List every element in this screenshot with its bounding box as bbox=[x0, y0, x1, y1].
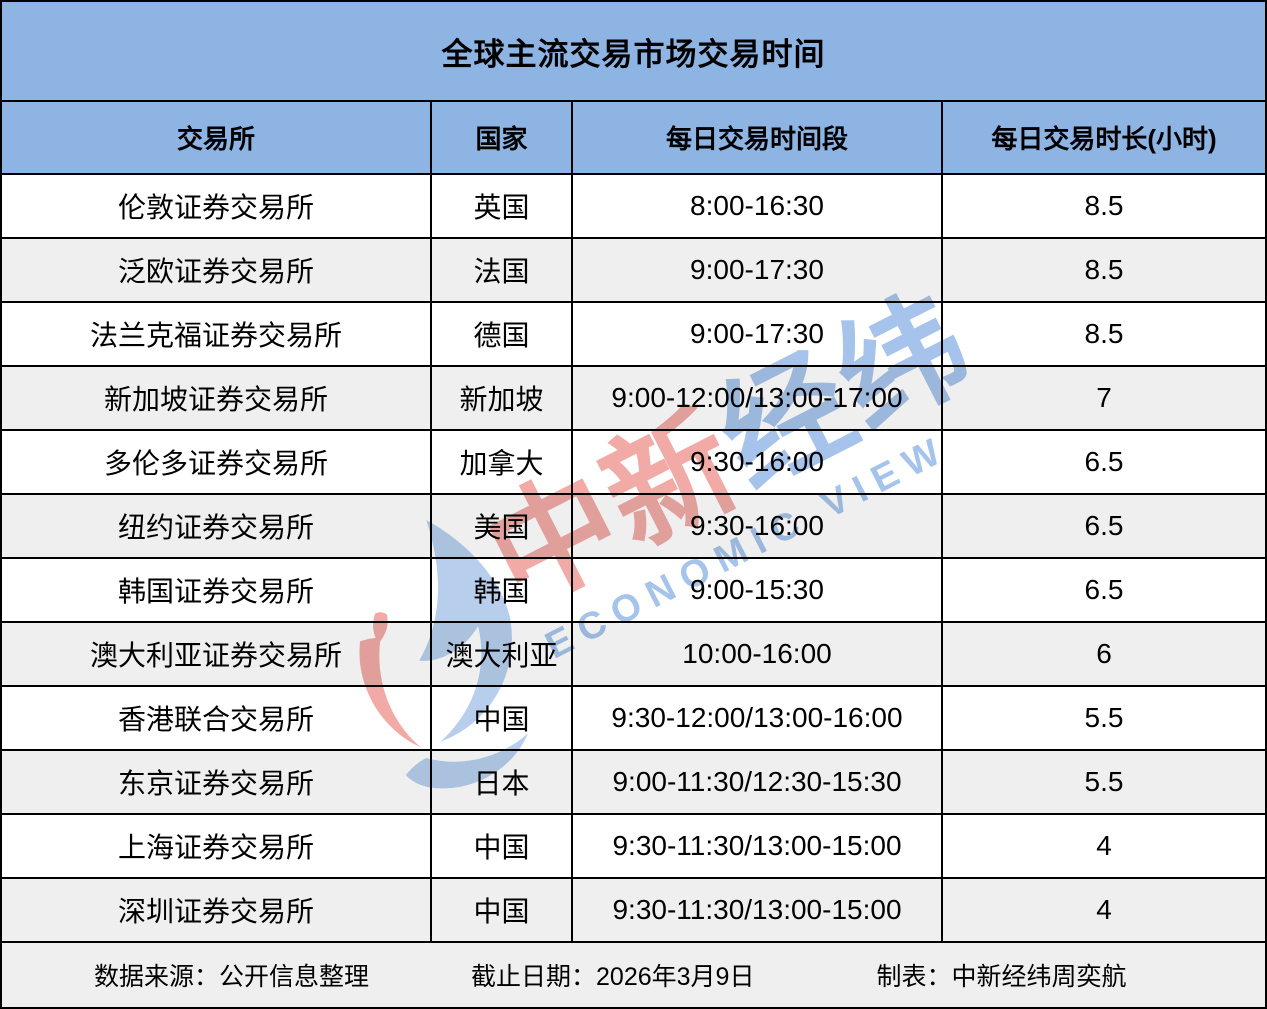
author-text: 制表：中新经纬周奕航 bbox=[876, 963, 1127, 991]
table-row: 香港联合交易所 中国 9:30-12:00/13:00-16:00 5.5 bbox=[2, 687, 1265, 751]
duration-cell: 4 bbox=[1096, 830, 1112, 861]
duration-cell: 6.5 bbox=[1084, 510, 1124, 541]
hours-cell: 9:30-11:30/13:00-15:00 bbox=[573, 815, 943, 877]
table-footer: 数据来源：公开信息整理 截止日期：2026年3月9日 制表：中新经纬周奕航 bbox=[2, 943, 1265, 1007]
duration-cell: 5.5 bbox=[1084, 766, 1124, 797]
duration-cell: 5.5 bbox=[1084, 702, 1124, 733]
hours-cell: 9:30-16:00 bbox=[573, 431, 943, 493]
table-row: 法兰克福证券交易所 德国 9:00-17:30 8.5 bbox=[2, 303, 1265, 367]
country-cell: 中国 bbox=[432, 687, 573, 749]
duration-cell: 8.5 bbox=[1084, 254, 1124, 285]
exchange-cell: 法兰克福证券交易所 bbox=[2, 303, 432, 365]
hours-cell: 8:00-16:30 bbox=[573, 175, 943, 237]
duration-cell: 8.5 bbox=[1084, 190, 1124, 221]
table-row: 澳大利亚证券交易所 澳大利亚 10:00-16:00 6 bbox=[2, 623, 1265, 687]
exchange-cell: 上海证券交易所 bbox=[2, 815, 432, 877]
cutoff-date-text: 截止日期：2026年3月9日 bbox=[471, 963, 755, 991]
country-cell: 中国 bbox=[432, 879, 573, 941]
duration-cell: 6.5 bbox=[1084, 446, 1124, 477]
duration-cell: 4 bbox=[1096, 894, 1112, 925]
country-cell: 英国 bbox=[432, 175, 573, 237]
exchange-cell: 东京证券交易所 bbox=[2, 751, 432, 813]
header-exchange: 交易所 bbox=[2, 102, 432, 173]
country-cell: 澳大利亚 bbox=[432, 623, 573, 685]
hours-cell: 9:00-17:30 bbox=[573, 303, 943, 365]
hours-cell: 9:30-16:00 bbox=[573, 495, 943, 557]
exchange-cell: 深圳证券交易所 bbox=[2, 879, 432, 941]
table-body: 伦敦证券交易所 英国 8:00-16:30 8.5 泛欧证券交易所 法国 9:0… bbox=[2, 175, 1265, 943]
table-row: 纽约证券交易所 美国 9:30-16:00 6.5 bbox=[2, 495, 1265, 559]
table-header-row: 交易所 国家 每日交易时间段 每日交易时长(小时) bbox=[2, 102, 1265, 175]
duration-cell: 7 bbox=[1096, 382, 1112, 413]
table-row: 上海证券交易所 中国 9:30-11:30/13:00-15:00 4 bbox=[2, 815, 1265, 879]
country-cell: 韩国 bbox=[432, 559, 573, 621]
hours-cell: 9:00-17:30 bbox=[573, 239, 943, 301]
exchange-cell: 纽约证券交易所 bbox=[2, 495, 432, 557]
exchange-cell: 澳大利亚证券交易所 bbox=[2, 623, 432, 685]
table-row: 深圳证券交易所 中国 9:30-11:30/13:00-15:00 4 bbox=[2, 879, 1265, 943]
table-title: 全球主流交易市场交易时间 bbox=[2, 2, 1265, 102]
hours-cell: 10:00-16:00 bbox=[573, 623, 943, 685]
exchange-cell: 泛欧证券交易所 bbox=[2, 239, 432, 301]
table-row: 新加坡证券交易所 新加坡 9:00-12:00/13:00-17:00 7 bbox=[2, 367, 1265, 431]
country-cell: 德国 bbox=[432, 303, 573, 365]
country-cell: 中国 bbox=[432, 815, 573, 877]
table-row: 伦敦证券交易所 英国 8:00-16:30 8.5 bbox=[2, 175, 1265, 239]
header-duration: 每日交易时长(小时) bbox=[991, 124, 1217, 154]
exchange-cell: 新加坡证券交易所 bbox=[2, 367, 432, 429]
country-cell: 新加坡 bbox=[432, 367, 573, 429]
hours-cell: 9:30-12:00/13:00-16:00 bbox=[573, 687, 943, 749]
table-row: 东京证券交易所 日本 9:00-11:30/12:30-15:30 5.5 bbox=[2, 751, 1265, 815]
exchange-cell: 韩国证券交易所 bbox=[2, 559, 432, 621]
table-row: 泛欧证券交易所 法国 9:00-17:30 8.5 bbox=[2, 239, 1265, 303]
exchange-cell: 多伦多证券交易所 bbox=[2, 431, 432, 493]
hours-cell: 9:00-11:30/12:30-15:30 bbox=[573, 751, 943, 813]
country-cell: 加拿大 bbox=[432, 431, 573, 493]
country-cell: 美国 bbox=[432, 495, 573, 557]
duration-cell: 8.5 bbox=[1084, 318, 1124, 349]
exchange-cell: 香港联合交易所 bbox=[2, 687, 432, 749]
header-hours: 每日交易时间段 bbox=[573, 102, 943, 173]
table-row: 韩国证券交易所 韩国 9:00-15:30 6.5 bbox=[2, 559, 1265, 623]
exchange-cell: 伦敦证券交易所 bbox=[2, 175, 432, 237]
data-source-text: 数据来源：公开信息整理 bbox=[94, 963, 370, 991]
header-country: 国家 bbox=[432, 102, 573, 173]
country-cell: 日本 bbox=[432, 751, 573, 813]
country-cell: 法国 bbox=[432, 239, 573, 301]
hours-cell: 9:00-12:00/13:00-17:00 bbox=[573, 367, 943, 429]
hours-cell: 9:30-11:30/13:00-15:00 bbox=[573, 879, 943, 941]
hours-cell: 9:00-15:30 bbox=[573, 559, 943, 621]
duration-cell: 6.5 bbox=[1084, 574, 1124, 605]
table-row: 多伦多证券交易所 加拿大 9:30-16:00 6.5 bbox=[2, 431, 1265, 495]
duration-cell: 6 bbox=[1096, 638, 1112, 669]
